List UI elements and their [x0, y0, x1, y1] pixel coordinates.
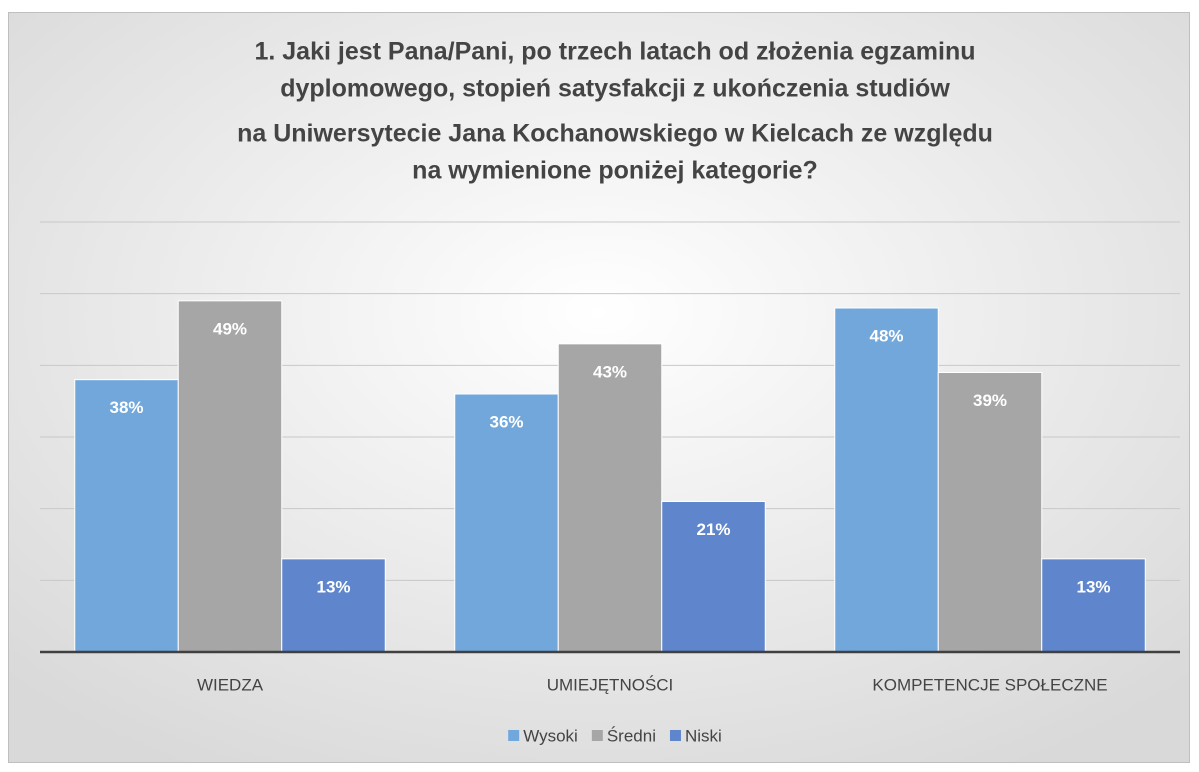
x-tick-label: KOMPETENCJE SPOŁECZNE [872, 675, 1107, 694]
legend-swatch [591, 730, 603, 741]
data-label: 43% [593, 362, 627, 381]
legend-label: Średni [607, 726, 656, 745]
chart-title: na Uniwersytecie Jana Kochanowskiego w K… [237, 120, 993, 148]
data-label: 39% [973, 391, 1007, 410]
bar [1041, 558, 1146, 653]
data-label: 48% [869, 326, 903, 345]
chart-title: na wymienione poniżej kategorie? [412, 157, 818, 185]
legend-label: Niski [685, 726, 722, 745]
bar [661, 501, 766, 653]
legend-swatch [508, 730, 520, 741]
bar [834, 307, 939, 653]
legend-swatch [669, 730, 681, 741]
bar [281, 558, 386, 653]
data-label: 21% [696, 520, 730, 539]
legend-label: Wysoki [523, 726, 578, 745]
data-label: 49% [213, 319, 247, 338]
chart-title: dyplomowego, stopień satysfakcji z ukońc… [280, 75, 950, 103]
bar [937, 372, 1043, 653]
bar [557, 343, 663, 653]
x-tick-label: WIEDZA [197, 675, 264, 694]
data-label: 36% [489, 412, 523, 431]
x-tick-label: UMIEJĘTNOŚCI [547, 675, 674, 694]
data-label: 38% [109, 398, 143, 417]
bar [177, 300, 283, 653]
bar [74, 379, 179, 653]
data-label: 13% [1076, 577, 1110, 596]
bar [454, 393, 559, 653]
data-label: 13% [316, 577, 350, 596]
chart-title: 1. Jaki jest Pana/Pani, po trzech latach… [254, 38, 975, 66]
